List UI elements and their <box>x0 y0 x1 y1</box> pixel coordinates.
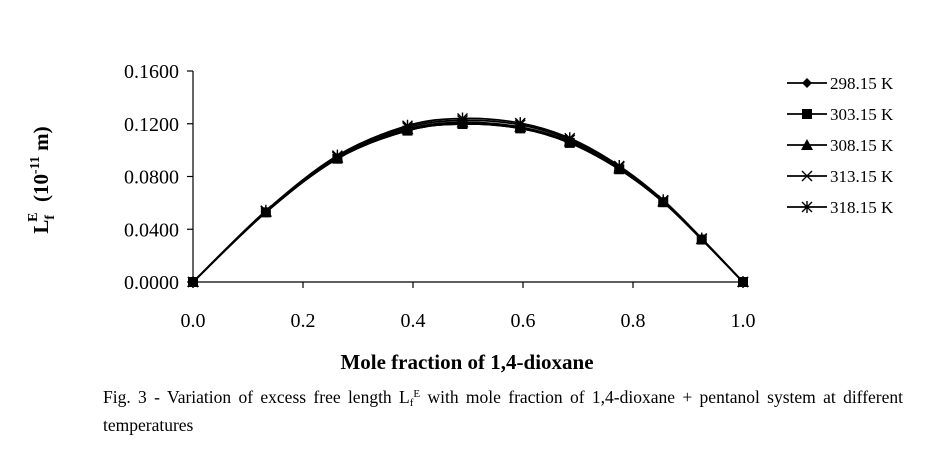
series-layer <box>187 112 749 288</box>
series-line <box>192 117 744 283</box>
y-tick-label: 0.0000 <box>124 272 179 294</box>
y-tick-label: 0.0400 <box>124 219 179 241</box>
legend-item: 313.15 K <box>787 167 894 186</box>
series-318-15-K <box>187 112 749 288</box>
y-axis-title-unit-post: m) <box>29 126 53 156</box>
y-axis-title-sup: E <box>26 213 41 222</box>
x-tick-label: 1.0 <box>731 310 756 332</box>
y-axis-title-unit-pre: (10 <box>29 174 53 213</box>
diamond-marker <box>802 78 812 88</box>
y-axis-title-unit-exp: -11 <box>28 156 43 174</box>
x-tick-label: 0.4 <box>401 310 426 332</box>
legend-label: 298.15 K <box>830 74 894 93</box>
legend-label: 308.15 K <box>830 136 894 155</box>
star-marker <box>801 201 813 213</box>
axes: 0.0000 0.0400 0.0800 0.1200 0.1600 0.0 0.2 0.4 0… <box>124 61 756 332</box>
y-axis-title: LfE (10-11 m) <box>26 126 58 233</box>
x-tick-label: 0.0 <box>181 310 206 332</box>
star-marker <box>564 132 576 145</box>
star-marker <box>402 119 413 132</box>
svg-text:LfE (10-11 m): LfE (10-11 m) <box>26 126 58 233</box>
y-axis-title-sub: f <box>43 215 58 220</box>
caption-sup: E <box>413 388 421 400</box>
x-tick-label: 0.2 <box>291 310 316 332</box>
y-tick-label: 0.1200 <box>124 114 179 136</box>
star-marker <box>514 117 526 130</box>
star-marker <box>657 194 669 207</box>
y-axis-title-main: L <box>29 220 53 234</box>
x-marker <box>801 170 813 182</box>
star-marker <box>260 204 272 217</box>
legend-label: 303.15 K <box>830 105 894 124</box>
star-marker <box>457 112 468 125</box>
legend-item: 303.15 K <box>787 105 894 124</box>
caption-text-before: Fig. 3 - Variation of excess free length… <box>103 387 410 407</box>
star-marker <box>737 276 749 288</box>
star-marker <box>331 149 343 162</box>
x-axis-title: Mole fraction of 1,4-dioxane <box>340 350 593 374</box>
x-tick-label: 0.6 <box>511 310 536 332</box>
legend-label: 313.15 K <box>830 167 894 186</box>
legend-item: 298.15 K <box>787 74 894 93</box>
star-marker <box>613 159 625 172</box>
star-marker <box>696 232 708 245</box>
legend: 298.15 K 303.15 K 308.15 K 313.15 K 318.15 K <box>787 74 894 217</box>
legend-item: 318.15 K <box>787 198 894 217</box>
caption-text-after: with mole fraction of 1,4-dioxane + pent… <box>103 387 904 435</box>
legend-item: 308.15 K <box>787 136 894 155</box>
x-tick-label: 0.8 <box>621 310 646 332</box>
figure-caption: Fig. 3 - Variation of excess free length… <box>103 383 903 436</box>
star-marker <box>187 276 199 288</box>
triangle-marker <box>801 139 813 150</box>
y-tick-label: 0.1600 <box>124 61 179 83</box>
y-tick-label: 0.0800 <box>124 167 179 189</box>
legend-label: 318.15 K <box>830 198 894 217</box>
square-marker <box>802 109 812 119</box>
caption-sub: f <box>409 397 414 409</box>
